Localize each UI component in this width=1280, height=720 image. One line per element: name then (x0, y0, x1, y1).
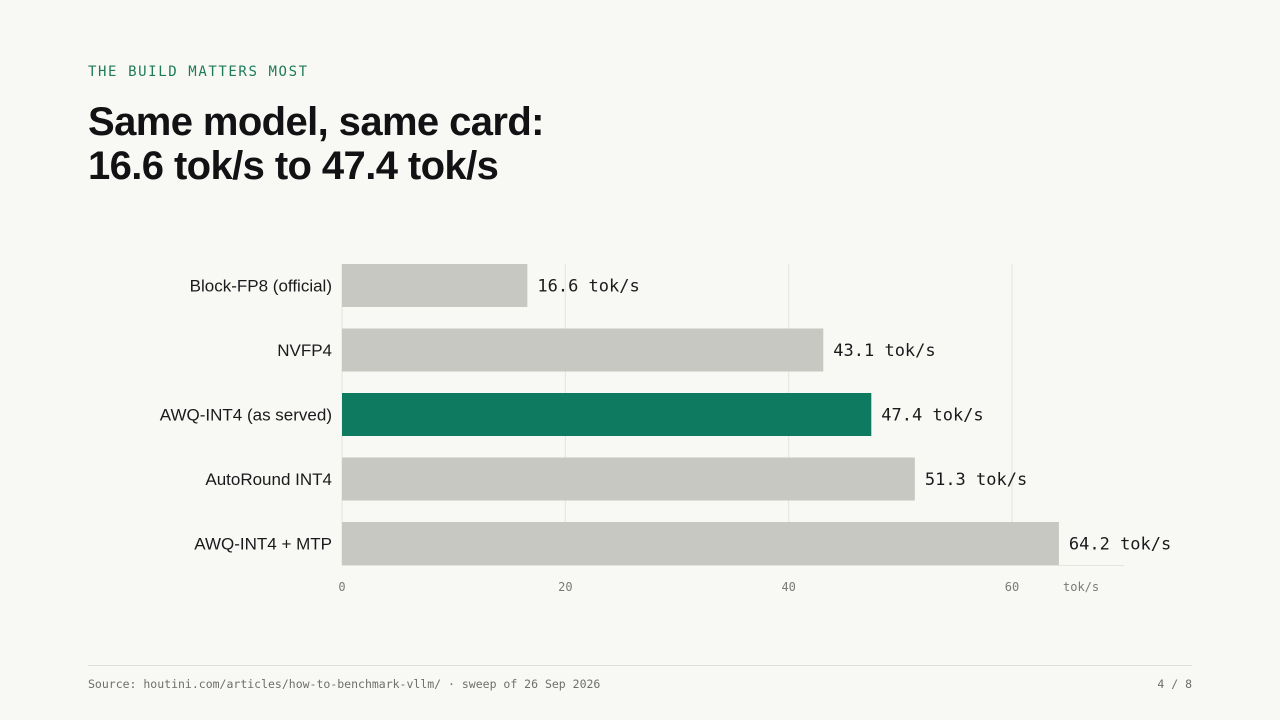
value-label: 64.2 tok/s (1069, 535, 1171, 555)
x-tick-label: 20 (558, 580, 572, 594)
x-tick-label: 40 (781, 580, 795, 594)
x-axis-unit: tok/s (1063, 580, 1099, 594)
x-tick-label: 60 (1005, 580, 1019, 594)
bar-layer (342, 264, 1059, 565)
slide-title: Same model, same card: 16.6 tok/s to 47.… (88, 100, 545, 188)
category-label: AWQ-INT4 + MTP (194, 535, 332, 554)
bar-2 (342, 393, 872, 436)
bar-4 (342, 522, 1059, 565)
bar-3 (342, 457, 915, 501)
label-layer: Block-FP8 (official) 16.6 tok/s NVFP4 43.1 … (160, 277, 1171, 595)
category-label: Block-FP8 (official) (190, 277, 332, 296)
category-label: NVFP4 (277, 341, 332, 360)
bar-0 (342, 264, 528, 307)
slide-title-line-2: 16.6 tok/s to 47.4 tok/s (88, 144, 499, 188)
page-number: 4 / 8 (1157, 677, 1192, 691)
source-note: Source: houtini.com/articles/how-to-benc… (88, 677, 601, 691)
category-label: AWQ-INT4 (as served) (160, 406, 332, 425)
eyebrow-label: THE BUILD MATTERS MOST (88, 64, 309, 80)
value-label: 43.1 tok/s (833, 341, 935, 361)
category-label: AutoRound INT4 (205, 470, 332, 489)
value-label: 51.3 tok/s (925, 470, 1027, 490)
value-label: 47.4 tok/s (881, 406, 983, 426)
value-label: 16.6 tok/s (537, 277, 639, 297)
bar-1 (342, 328, 824, 372)
x-tick-label: 0 (338, 580, 345, 594)
footer-divider (88, 665, 1192, 666)
slide-title-line-1: Same model, same card: (88, 100, 545, 144)
